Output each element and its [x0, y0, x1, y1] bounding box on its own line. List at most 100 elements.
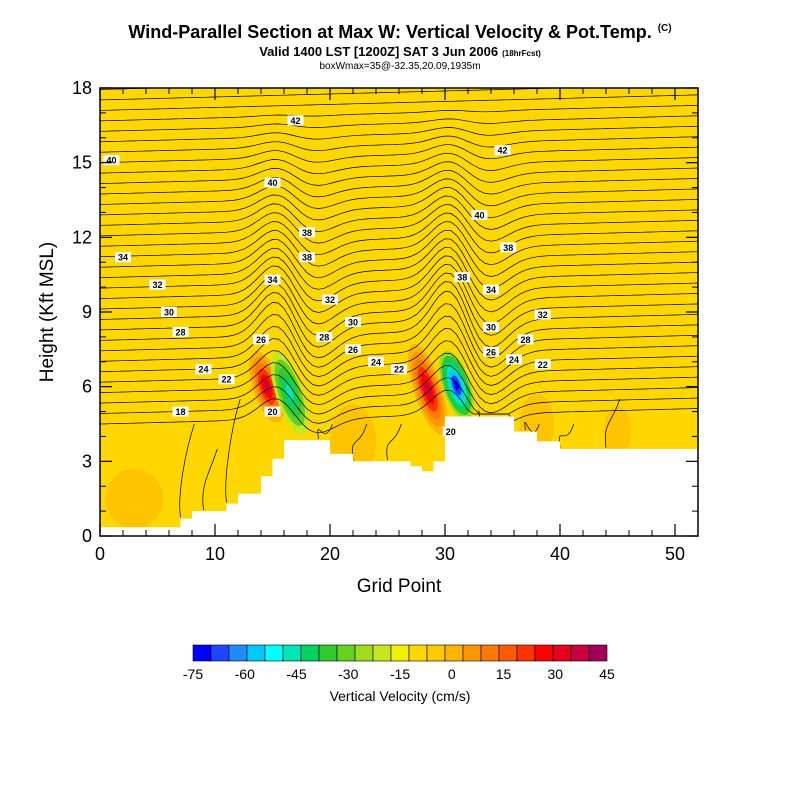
contour-label-box	[264, 177, 281, 188]
contour-label-box	[253, 334, 269, 345]
warm-patch	[105, 468, 164, 529]
colorbar-tick-label: 15	[496, 666, 512, 682]
isentrope	[100, 195, 698, 232]
contour-label-box	[454, 272, 471, 283]
contour-label: 24	[368, 356, 384, 367]
contour-label-box	[345, 316, 361, 327]
isentrope-lowlevel	[524, 422, 540, 433]
contour-label-box	[316, 331, 333, 342]
colorbar-swatch	[246, 644, 266, 662]
isentrope	[100, 389, 698, 434]
contour-label: 28	[316, 331, 333, 342]
contour-label-box	[483, 284, 499, 295]
isentrope	[100, 104, 698, 122]
colorbar-tick-label: 0	[448, 666, 456, 682]
colorbar-swatch	[372, 644, 392, 662]
isentrope	[100, 315, 698, 377]
colorbar-tick-label: 45	[599, 666, 615, 682]
contour-label-box	[161, 307, 177, 317]
contour-label-text: 20	[446, 427, 456, 437]
contour-label: 38	[500, 242, 517, 253]
contour-label-box	[172, 326, 189, 337]
colorbar-swatch	[444, 644, 464, 662]
isentrope	[100, 94, 698, 111]
contour-label-text: 34	[267, 275, 277, 285]
isentrope	[100, 229, 698, 279]
contour-label: 42	[494, 145, 511, 156]
x-tick-label: 40	[550, 544, 570, 564]
contour-label-box	[391, 364, 407, 375]
colorbar-swatch	[336, 644, 356, 662]
colorbar-swatch	[390, 644, 410, 662]
contour-label: 26	[345, 344, 361, 355]
contour-label-text: 40	[474, 210, 484, 220]
isentrope	[100, 178, 698, 209]
isentrope	[100, 221, 698, 267]
x-tick-label: 30	[435, 544, 455, 564]
colorbar-swatch	[264, 644, 284, 662]
contour-label-box	[534, 309, 551, 320]
vv-upslope-2	[424, 381, 432, 397]
contour-label: 38	[454, 272, 471, 283]
contour-label-text: 28	[319, 332, 329, 342]
contour-label: 32	[534, 309, 551, 320]
chart-subtitle-2: boxWmax=35@-32.35,20.09,1935m	[319, 61, 481, 72]
colorbar-swatch	[300, 644, 320, 662]
y-tick-label: 6	[82, 377, 92, 397]
isentrope-lowlevel	[202, 448, 218, 510]
contour-label-text: 26	[348, 345, 358, 355]
isentrope-lowlevel	[179, 423, 195, 518]
isentrope	[100, 246, 698, 302]
terrain	[100, 416, 698, 536]
contour-label-box	[483, 321, 499, 332]
colorbar-swatch	[318, 644, 338, 662]
isentrope	[100, 135, 698, 153]
isentrope-lowlevel	[604, 399, 621, 448]
contour-label-text: 32	[538, 310, 548, 320]
colorbar-tick-label: -60	[235, 666, 255, 682]
contour-label-box	[500, 242, 517, 253]
contour-label-box	[471, 209, 488, 220]
contour-label-text: 34	[486, 285, 496, 295]
chart-subtitle: Valid 1400 LST [1200Z] SAT 3 Jun 2006 (18…	[259, 44, 541, 59]
contour-label-text: 32	[325, 295, 335, 305]
y-tick-label: 9	[82, 302, 92, 322]
isentrope	[100, 125, 698, 143]
contour-label: 34	[115, 252, 131, 263]
x-tick-label: 50	[665, 544, 685, 564]
vv-upslope-1	[263, 380, 270, 393]
x-tick-label: 0	[95, 544, 105, 564]
contour-label-box	[149, 279, 166, 290]
colorbar-tick-label: -15	[390, 666, 410, 682]
isentrope	[100, 238, 698, 290]
contour-label-box	[115, 252, 131, 263]
contour-label-box	[345, 344, 361, 355]
contour-label: 20	[442, 426, 459, 437]
contour-label-text: 22	[221, 375, 231, 385]
y-tick-label: 0	[82, 526, 92, 546]
contour-label-text: 22	[538, 360, 548, 370]
colorbar-swatch	[408, 644, 428, 662]
contour-label: 24	[195, 364, 212, 375]
contour-label-text: 26	[256, 335, 266, 345]
contour-label: 40	[471, 209, 488, 220]
colorbar-tick-label: 30	[547, 666, 563, 682]
contour-label-box	[322, 294, 338, 305]
contour-label: 26	[483, 346, 499, 357]
colorbar-tick-label: -75	[183, 666, 203, 682]
contour-label-text: 28	[175, 327, 185, 337]
contour-label: 42	[287, 115, 304, 126]
contour-label: 22	[534, 359, 551, 370]
contour-label: 22	[391, 364, 407, 375]
isentrope-lowlevel	[225, 399, 241, 503]
isentrope	[100, 161, 698, 186]
colorbar: -75 -60 -45 -30 -15 0 15 30 45 Vertical Velocity …	[183, 644, 615, 704]
y-tick-label: 12	[72, 227, 92, 247]
isentrope	[100, 88, 172, 90]
isentrope-lowlevel	[317, 423, 333, 439]
contour-label-text: 34	[118, 253, 128, 263]
contour-label-box	[264, 406, 281, 417]
isentrope	[100, 115, 698, 132]
isentrope	[100, 352, 698, 406]
contour-label-box	[442, 426, 459, 437]
